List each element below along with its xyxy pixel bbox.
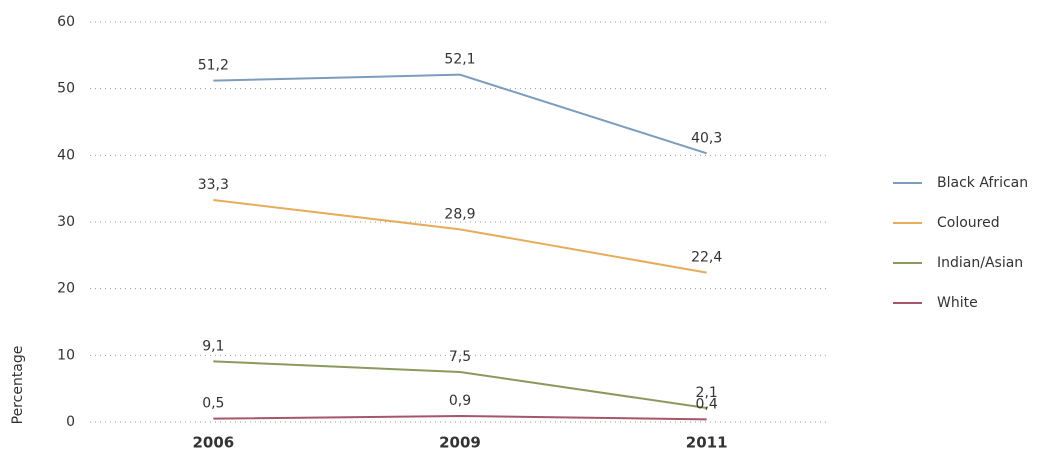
x-tick-label: 2006 — [192, 434, 234, 452]
y-axis-label: Percentage — [10, 346, 26, 425]
y-tick-label: 60 — [57, 14, 75, 30]
legend-label: Indian/Asian — [937, 255, 1023, 271]
series-line — [213, 414, 707, 421]
legend-label: White — [937, 295, 978, 311]
data-label: 22,4 — [691, 250, 722, 266]
data-label: 2,1 — [696, 385, 718, 401]
data-label: 7,5 — [449, 349, 471, 365]
data-label: 0,4 — [696, 396, 718, 412]
x-tick-label: 2009 — [439, 434, 481, 452]
data-label: 40,3 — [691, 130, 722, 146]
y-tick-label: 10 — [57, 347, 75, 363]
series-line — [213, 199, 707, 274]
x-tick-label: 2011 — [686, 434, 728, 452]
data-label: 0,5 — [202, 396, 224, 412]
y-tick-label: 20 — [57, 281, 75, 297]
y-tick-label: 40 — [57, 147, 75, 163]
legend-label: Coloured — [937, 215, 1000, 231]
data-label: 28,9 — [444, 206, 475, 222]
y-tick-label: 0 — [66, 414, 75, 430]
series-line — [213, 360, 707, 409]
data-label: 52,1 — [444, 52, 475, 68]
y-tick-label: 30 — [57, 214, 75, 230]
data-label: 51,2 — [198, 58, 229, 74]
data-label: 0,9 — [449, 393, 471, 409]
y-tick-label: 50 — [57, 81, 75, 97]
series-line — [213, 73, 707, 155]
data-label: 33,3 — [198, 177, 229, 193]
data-label: 9,1 — [202, 338, 224, 354]
legend-label: Black African — [937, 175, 1028, 191]
